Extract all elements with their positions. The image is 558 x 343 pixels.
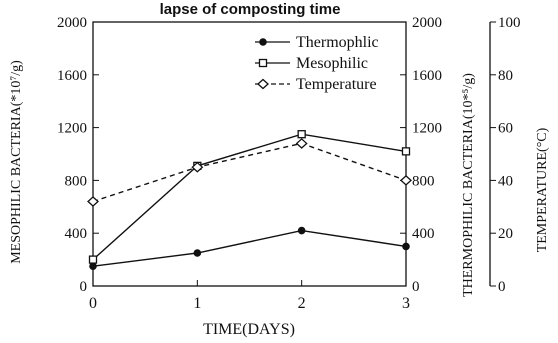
left-axis-label: MESOPHILIC BACTERIA(*10⁷/g) (9, 60, 24, 264)
right-inner-tick-label: 2000 (412, 15, 442, 31)
x-axis-label: TIME(DAYS) (203, 321, 295, 338)
left-tick-label: 2000 (57, 15, 87, 31)
temperature-tick-label: 100 (498, 15, 521, 31)
temperature-tick-label: 80 (498, 68, 513, 84)
left-tick-label: 0 (80, 279, 88, 295)
data-point (88, 255, 98, 264)
x-tick-label: 2 (298, 295, 306, 312)
data-point (191, 161, 204, 173)
data-point (297, 226, 306, 235)
data-point (87, 196, 99, 207)
data-point (401, 147, 411, 156)
legend-label: Temperature (296, 76, 377, 93)
right-inner-axis-label: THERMOPHILIC BACTERIA(10*⁵/g) (461, 73, 476, 297)
series-thermophlic (89, 226, 410, 271)
temperature-tick-label: 20 (498, 226, 513, 242)
x-tick-label: 3 (402, 295, 410, 312)
series-temperature (87, 138, 412, 207)
legend: Thermophlic Mesophilic Temperature (255, 34, 379, 93)
series-line (92, 229, 407, 267)
right-inner-tick-label: 800 (412, 173, 435, 189)
axes: 0 1 2 3040080012001600200004008001200160020… (57, 15, 521, 312)
legend-label: Thermophlic (296, 34, 379, 51)
series-mesophilic (88, 130, 411, 264)
left-tick-label: 1200 (57, 121, 87, 137)
data-point (193, 249, 202, 257)
legend-marker (257, 78, 269, 90)
temperature-tick-label: 60 (498, 121, 513, 137)
right-inner-tick-label: 0 (412, 279, 420, 295)
right-inner-tick-label: 1600 (412, 68, 442, 84)
x-tick-label: 1 (193, 295, 201, 312)
series-layer (87, 130, 412, 271)
legend-marker (258, 58, 268, 68)
data-point (297, 130, 306, 139)
right-inner-tick-label: 400 (412, 226, 435, 242)
x-tick-label: 0 (89, 295, 97, 312)
left-tick-label: 400 (65, 226, 88, 242)
temperature-tick-label: 40 (498, 173, 513, 189)
right-outer-axis-label: TEMPERATURE(°C) (535, 127, 550, 252)
data-point (89, 262, 97, 271)
series-line (92, 133, 407, 261)
legend-marker (259, 38, 267, 46)
chart-title: lapse of composting time (160, 1, 341, 18)
data-point (400, 175, 412, 186)
series-line (92, 142, 407, 203)
legend-label: Mesophilic (296, 55, 368, 72)
data-point (402, 242, 410, 251)
left-tick-label: 1600 (57, 68, 87, 84)
right-inner-tick-label: 1200 (412, 121, 442, 137)
left-tick-label: 800 (65, 173, 88, 189)
data-point (295, 138, 308, 149)
temperature-tick-label: 0 (498, 279, 506, 295)
